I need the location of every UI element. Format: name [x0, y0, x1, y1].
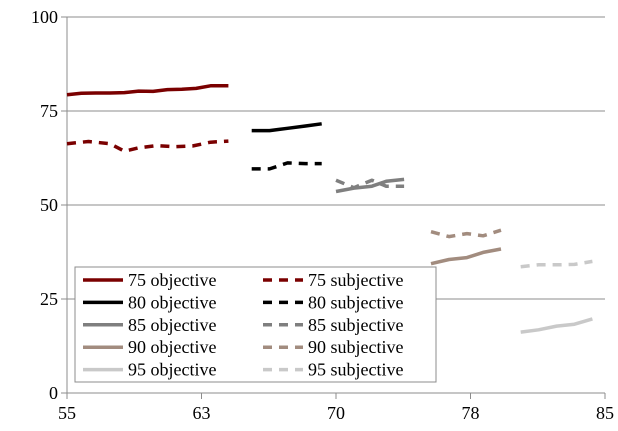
data-point — [403, 185, 405, 187]
legend-label: 90 objective — [128, 337, 216, 357]
x-tick-label: 55 — [58, 403, 76, 423]
series-line-85-subjective — [335, 178, 405, 190]
series-line-90-subjective — [430, 228, 502, 239]
data-point — [403, 178, 405, 180]
data-point — [286, 162, 288, 164]
grid-layer — [67, 16, 605, 300]
data-point — [573, 323, 575, 325]
data-point — [353, 187, 355, 189]
y-tick-label: 0 — [49, 383, 58, 403]
data-point — [191, 145, 193, 147]
data-point — [385, 180, 387, 182]
data-point — [591, 318, 593, 320]
data-point — [109, 143, 111, 145]
data-point — [166, 88, 168, 90]
data-point — [66, 94, 68, 96]
legend-label: 95 objective — [128, 360, 216, 380]
data-point — [335, 190, 337, 192]
data-point — [430, 231, 432, 233]
data-point — [286, 127, 288, 129]
data-point — [448, 258, 450, 260]
series-line-95-objective — [520, 317, 593, 334]
ticks-layer: 0 25 50 75 100 55 63 70 78 85 — [31, 7, 614, 423]
data-point — [555, 264, 557, 266]
data-point — [138, 147, 140, 149]
data-point — [430, 263, 432, 265]
data-point — [591, 260, 593, 262]
series-line-85-objective — [335, 177, 405, 194]
data-point — [371, 179, 373, 181]
series-line-75-subjective — [66, 139, 229, 153]
data-point — [156, 144, 158, 146]
data-point — [251, 129, 253, 131]
y-tick-label: 75 — [40, 101, 58, 121]
series-line-95-subjective — [520, 259, 593, 269]
series-line-90-objective — [430, 247, 502, 266]
data-point — [304, 162, 306, 164]
data-point — [87, 140, 89, 142]
y-tick-label: 50 — [40, 195, 58, 215]
data-point — [466, 256, 468, 258]
legend-label: 75 subjective — [308, 270, 403, 290]
data-point — [268, 168, 270, 170]
data-point — [209, 85, 211, 87]
data-point — [385, 185, 387, 187]
data-point — [268, 129, 270, 131]
data-point — [251, 168, 253, 170]
data-point — [123, 91, 125, 93]
data-point — [520, 331, 522, 333]
series-line-75-objective — [66, 84, 229, 97]
data-point — [152, 90, 154, 92]
data-point — [181, 88, 183, 90]
legend-box — [74, 266, 437, 383]
data-point — [321, 162, 323, 164]
data-point — [573, 263, 575, 265]
y-tick-label: 25 — [40, 289, 58, 309]
data-point — [482, 235, 484, 237]
legend-label: 90 subjective — [308, 337, 403, 357]
data-point — [520, 266, 522, 268]
data-point — [95, 92, 97, 94]
data-point — [138, 90, 140, 92]
data-point — [448, 235, 450, 237]
data-point — [66, 143, 68, 145]
legend-label: 80 objective — [128, 292, 216, 312]
data-point — [173, 146, 175, 148]
data-point — [321, 123, 323, 125]
legend-label: 85 subjective — [308, 315, 403, 335]
x-tick-label: 63 — [193, 403, 211, 423]
data-point — [227, 85, 229, 87]
data-point — [123, 150, 125, 152]
y-tick-label: 100 — [31, 7, 58, 27]
data-point — [466, 232, 468, 234]
legend-label: 80 subjective — [308, 292, 403, 312]
data-point — [195, 87, 197, 89]
data-point — [500, 248, 502, 250]
x-tick-label: 78 — [462, 403, 480, 423]
x-tick-label: 70 — [327, 403, 345, 423]
legend-label: 95 subjective — [308, 360, 403, 380]
data-point — [304, 125, 306, 127]
data-point — [482, 251, 484, 253]
data-point — [209, 141, 211, 143]
data-point — [109, 92, 111, 94]
series-line-80-subjective — [251, 161, 322, 171]
series-line-80-objective — [251, 122, 322, 133]
data-point — [227, 140, 229, 142]
legend: 75 objective 75 subjective 80 objective 80 … — [74, 266, 437, 383]
data-point — [537, 329, 539, 331]
x-tick-label: 85 — [596, 403, 614, 423]
data-point — [371, 185, 373, 187]
data-point — [537, 264, 539, 266]
data-point — [80, 92, 82, 94]
data-point — [555, 325, 557, 327]
legend-label: 85 objective — [128, 315, 216, 335]
legend-label: 75 objective — [128, 270, 216, 290]
data-point — [335, 179, 337, 181]
series-layer — [66, 84, 593, 334]
data-point — [500, 229, 502, 231]
